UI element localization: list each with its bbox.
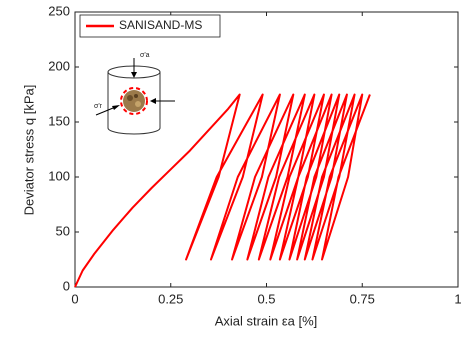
line-series: [74, 93, 371, 288]
plot-area: [75, 12, 458, 287]
inset-specimen: [95, 58, 175, 135]
y-tick-label: 250: [48, 3, 70, 18]
x-tick-label: 0.25: [158, 291, 183, 306]
legend-box: [79, 14, 221, 38]
y-tick-label: 150: [48, 113, 70, 128]
x-axis-label: Axial strain εa [%]: [215, 313, 318, 328]
y-tick-label: 50: [56, 223, 70, 238]
y-tick-label: 200: [48, 58, 70, 73]
x-tick-label: 1: [454, 291, 461, 306]
x-tick-label: 0.75: [350, 291, 375, 306]
y-tick-label: 0: [63, 278, 70, 293]
legend-label: SANISAND-MS: [119, 18, 202, 32]
annotation: σ'a: [140, 52, 150, 59]
y-tick-label: 100: [48, 168, 70, 183]
x-tick-label: 0: [71, 291, 78, 306]
x-tick-label: 0.5: [257, 291, 275, 306]
annotation: σ'r: [94, 103, 103, 110]
y-axis-label: Deviator stress q [kPa]: [21, 85, 36, 216]
plot-frame: [74, 11, 459, 288]
